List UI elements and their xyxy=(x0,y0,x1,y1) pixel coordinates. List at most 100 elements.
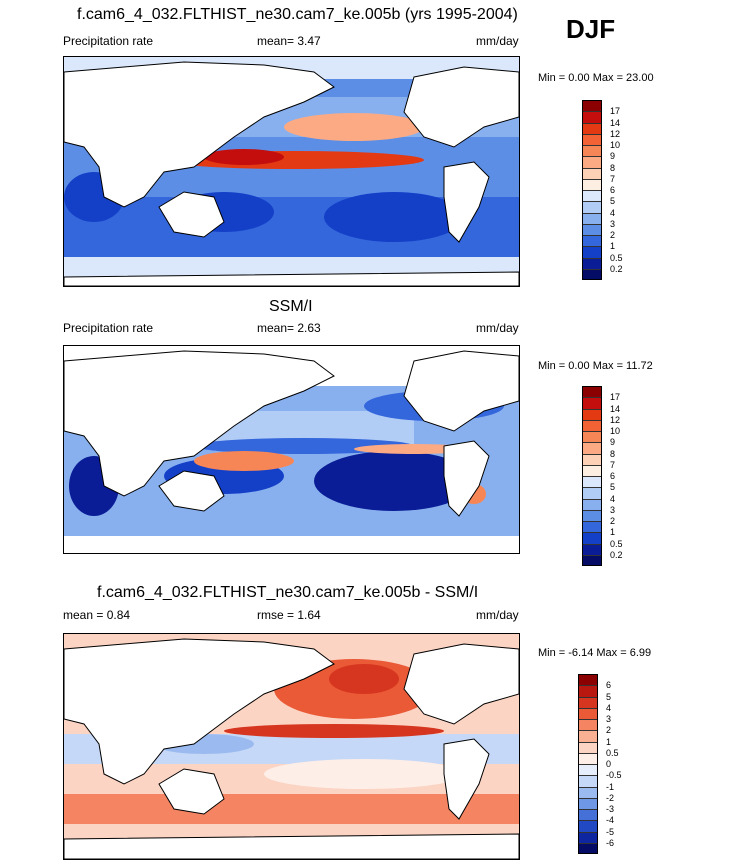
colorbar-swatch xyxy=(582,431,602,443)
colorbar-swatch xyxy=(582,487,602,499)
colorbar-swatch xyxy=(582,386,602,398)
colorbar-swatch xyxy=(582,190,602,202)
colorbar-label: 3 xyxy=(610,504,616,515)
colorbar-label: 4 xyxy=(610,207,616,218)
colorbar-label: 8 xyxy=(610,162,616,173)
colorbar-swatch xyxy=(578,752,598,764)
colorbar-label: -0.5 xyxy=(606,770,622,781)
panel2-variable-label: Precipitation rate xyxy=(63,321,154,335)
colorbar-swatch xyxy=(582,453,602,465)
panel1-map xyxy=(63,56,520,287)
colorbar-label: 17 xyxy=(610,392,621,403)
panel2-units: mm/day xyxy=(476,321,519,335)
colorbar-label: 10 xyxy=(610,140,621,150)
colorbar-label: 1 xyxy=(606,736,612,747)
colorbar-swatch xyxy=(582,521,602,533)
colorbar-label: 4 xyxy=(610,493,616,504)
colorbar-swatch xyxy=(578,764,598,776)
colorbar-swatch xyxy=(578,831,598,843)
colorbar-swatch xyxy=(582,408,602,420)
colorbar-swatch xyxy=(578,786,598,798)
panel2-colorbar: 17 14 12 10 9 8 7 6 5 4 3 2 1 0.5 0.2 xyxy=(582,386,642,566)
colorbar-swatch xyxy=(582,509,602,521)
colorbar-label: 2 xyxy=(606,725,612,736)
colorbar-swatch xyxy=(578,797,598,809)
colorbar-label: 12 xyxy=(610,414,621,425)
panel3-rmse: rmse = 1.64 xyxy=(257,608,321,622)
colorbar-label: -2 xyxy=(606,792,615,803)
colorbar-label: 14 xyxy=(610,403,621,414)
colorbar-swatch xyxy=(582,133,602,145)
colorbar-swatch xyxy=(582,246,602,258)
colorbar-label: -6 xyxy=(606,837,615,848)
colorbar-swatch xyxy=(578,696,598,708)
colorbar-label: 0.2 xyxy=(610,549,623,560)
colorbar-label: -4 xyxy=(606,815,615,826)
panel3-map xyxy=(63,633,520,860)
colorbar-swatch xyxy=(582,167,602,179)
panel1-mean: mean= 3.47 xyxy=(257,34,321,48)
colorbar-swatch xyxy=(582,554,602,566)
colorbar-label: 6 xyxy=(610,185,616,195)
colorbar-swatch xyxy=(582,268,602,280)
colorbar-swatch xyxy=(582,212,602,224)
colorbar-swatch xyxy=(578,820,598,832)
colorbar-label: 14 xyxy=(610,117,621,128)
panel1-variable-label: Precipitation rate xyxy=(63,34,154,48)
colorbar-swatch xyxy=(582,257,602,269)
colorbar-swatch xyxy=(582,235,602,247)
colorbar-label: -5 xyxy=(606,826,615,837)
colorbar-swatch xyxy=(578,719,598,731)
colorbar-swatch xyxy=(582,498,602,510)
colorbar-swatch xyxy=(582,122,602,134)
colorbar-label: 8 xyxy=(610,448,616,459)
colorbar-swatch xyxy=(582,476,602,488)
colorbar-swatch xyxy=(582,223,602,235)
panel2-minmax: Min = 0.00 Max = 11.72 xyxy=(538,360,653,372)
colorbar-swatch xyxy=(578,685,598,697)
colorbar-swatch xyxy=(582,145,602,157)
colorbar-label: 5 xyxy=(610,482,616,493)
colorbar-label: 6 xyxy=(610,471,616,481)
panel3-title: f.cam6_4_032.FLTHIST_ne30.cam7_ke.005b -… xyxy=(97,584,479,601)
colorbar-swatch xyxy=(582,201,602,213)
colorbar-label: 10 xyxy=(610,426,621,436)
colorbar-label: 2 xyxy=(610,230,616,240)
colorbar-frame xyxy=(582,100,602,280)
colorbar-swatch xyxy=(582,442,602,454)
colorbar-label: 0 xyxy=(606,759,612,769)
season-label: DJF xyxy=(566,14,616,44)
panel3-minmax: Min = -6.14 Max = 6.99 xyxy=(538,647,652,659)
colorbar-label: 0.5 xyxy=(606,747,619,758)
colorbar-label: 9 xyxy=(610,151,616,162)
colorbar-swatch xyxy=(582,532,602,544)
panel2-map xyxy=(63,345,520,554)
colorbar-swatch xyxy=(582,178,602,190)
panel2-title: SSM/I xyxy=(269,298,313,315)
colorbar-label: 2 xyxy=(610,516,616,526)
colorbar-label: -3 xyxy=(606,804,615,814)
panel1-colorbar: 17 14 12 10 9 8 7 6 5 4 3 2 1 0.5 0.2 xyxy=(582,100,642,280)
colorbar-label: 4 xyxy=(606,702,612,713)
colorbar-label: 1 xyxy=(610,241,616,252)
colorbar-label: 1 xyxy=(610,527,616,538)
panel3-mean: mean = 0.84 xyxy=(63,608,131,622)
colorbar-frame xyxy=(582,386,602,566)
colorbar-swatch xyxy=(582,100,602,112)
colorbar-label: 17 xyxy=(610,106,621,117)
colorbar-swatch xyxy=(582,111,602,123)
colorbar-swatch xyxy=(582,464,602,476)
colorbar-label: 3 xyxy=(606,714,612,724)
colorbar-swatch xyxy=(578,707,598,719)
colorbar-label: 5 xyxy=(606,691,612,702)
colorbar-label: 7 xyxy=(610,459,616,470)
colorbar-swatch xyxy=(578,730,598,742)
colorbar-label: 12 xyxy=(610,128,621,139)
colorbar-label: 0.5 xyxy=(610,538,623,549)
colorbar-label: 3 xyxy=(610,218,616,229)
colorbar-label: -1 xyxy=(606,781,615,792)
colorbar-label: 6 xyxy=(606,680,612,691)
colorbar-swatch xyxy=(578,809,598,821)
colorbar-frame xyxy=(578,674,598,854)
colorbar-swatch xyxy=(582,419,602,431)
